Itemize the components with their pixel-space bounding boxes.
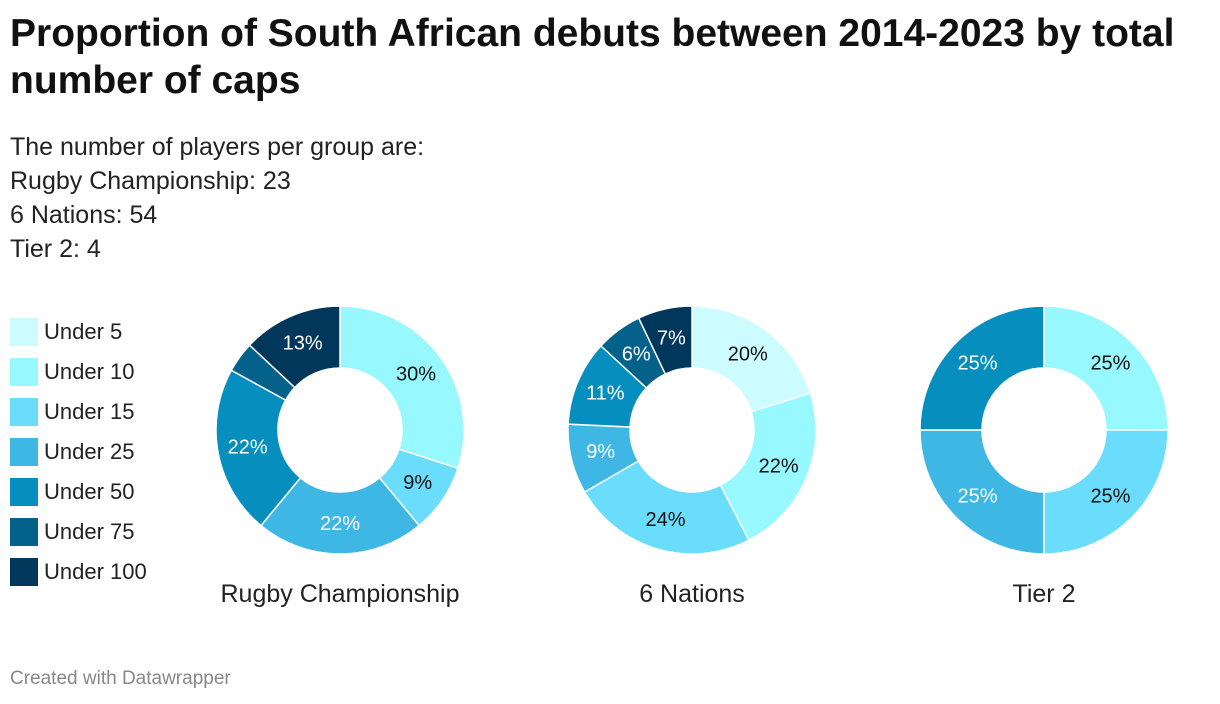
donut-title: 6 Nations: [639, 580, 745, 608]
donut-slice: [215, 369, 302, 527]
legend-label: Under 15: [44, 399, 135, 424]
donut-slice: [1043, 429, 1169, 555]
donut-slice: [339, 305, 465, 470]
slice-label: 9%: [403, 472, 432, 494]
donut-slice: [259, 476, 421, 555]
donut-chart: 30% 9% 22% 22% 13% Rugby Championship: [215, 305, 465, 608]
legend-item-under-25: Under 25: [10, 432, 147, 472]
donut-slice: [637, 305, 693, 376]
slice-label: 30%: [396, 364, 436, 386]
slice-label: 11%: [586, 383, 625, 405]
legend-item-under-10: Under 10: [10, 352, 147, 392]
legend-swatch: [10, 558, 38, 586]
legend-item-under-15: Under 15: [10, 392, 147, 432]
slice-label: 25%: [1090, 353, 1130, 375]
legend-label: Under 5: [44, 319, 123, 344]
slice-label: 9%: [586, 441, 615, 463]
donut-slice: [919, 305, 1045, 431]
slice-label: 13%: [283, 333, 323, 355]
legend: Under 5 Under 10 Under 15 Under 25 Under…: [10, 312, 147, 592]
legend-swatch: [10, 318, 38, 346]
legend-label: Under 10: [44, 359, 135, 384]
legend-label: Under 75: [44, 519, 135, 544]
legend-item-under-75: Under 75: [10, 512, 147, 552]
footer-credit: Created with Datawrapper: [10, 668, 231, 689]
slice-label: 22%: [228, 437, 268, 459]
donut-slice: [583, 459, 750, 555]
donut-chart: 20% 22% 24% 9% 11% 6% 7% 6 Nations: [567, 305, 817, 608]
donut-slice: [691, 305, 812, 413]
donut-slice: [719, 392, 817, 542]
donut-title: Rugby Championship: [220, 580, 459, 608]
description-line: Rugby Championship: 23: [10, 167, 291, 195]
legend-item-under-50: Under 50: [10, 472, 147, 512]
slice-label: 24%: [646, 509, 686, 531]
slice-label: 22%: [320, 513, 360, 535]
slice-label: 7%: [657, 327, 686, 349]
donut-chart: 25% 25% 25% 25% Tier 2: [919, 305, 1169, 608]
chart-description: The number of players per group are: Rug…: [10, 130, 424, 266]
donut-slice: [248, 305, 341, 389]
legend-label: Under 50: [44, 479, 135, 504]
slice-label: 25%: [958, 485, 998, 507]
slice-label: 20%: [728, 343, 768, 365]
slice-label: 25%: [958, 353, 998, 375]
legend-swatch: [10, 398, 38, 426]
chart-title: Proportion of South African debuts betwe…: [10, 12, 1175, 102]
slice-label: 6%: [622, 343, 651, 365]
legend-swatch: [10, 358, 38, 386]
description-line: 6 Nations: 54: [10, 201, 158, 229]
donut-slice: [919, 429, 1045, 555]
legend-swatch: [10, 518, 38, 546]
donut-title: Tier 2: [1013, 580, 1076, 608]
slice-label: 22%: [759, 455, 799, 477]
legend-swatch: [10, 478, 38, 506]
legend-label: Under 25: [44, 439, 135, 464]
donut-slice: [1043, 305, 1169, 431]
slice-label: 25%: [1090, 485, 1130, 507]
legend-item-under-100: Under 100: [10, 552, 147, 592]
legend-swatch: [10, 438, 38, 466]
description-line: Tier 2: 4: [10, 235, 101, 263]
legend-item-under-5: Under 5: [10, 312, 147, 352]
legend-label: Under 100: [44, 559, 147, 584]
description-line: The number of players per group are:: [10, 133, 425, 161]
